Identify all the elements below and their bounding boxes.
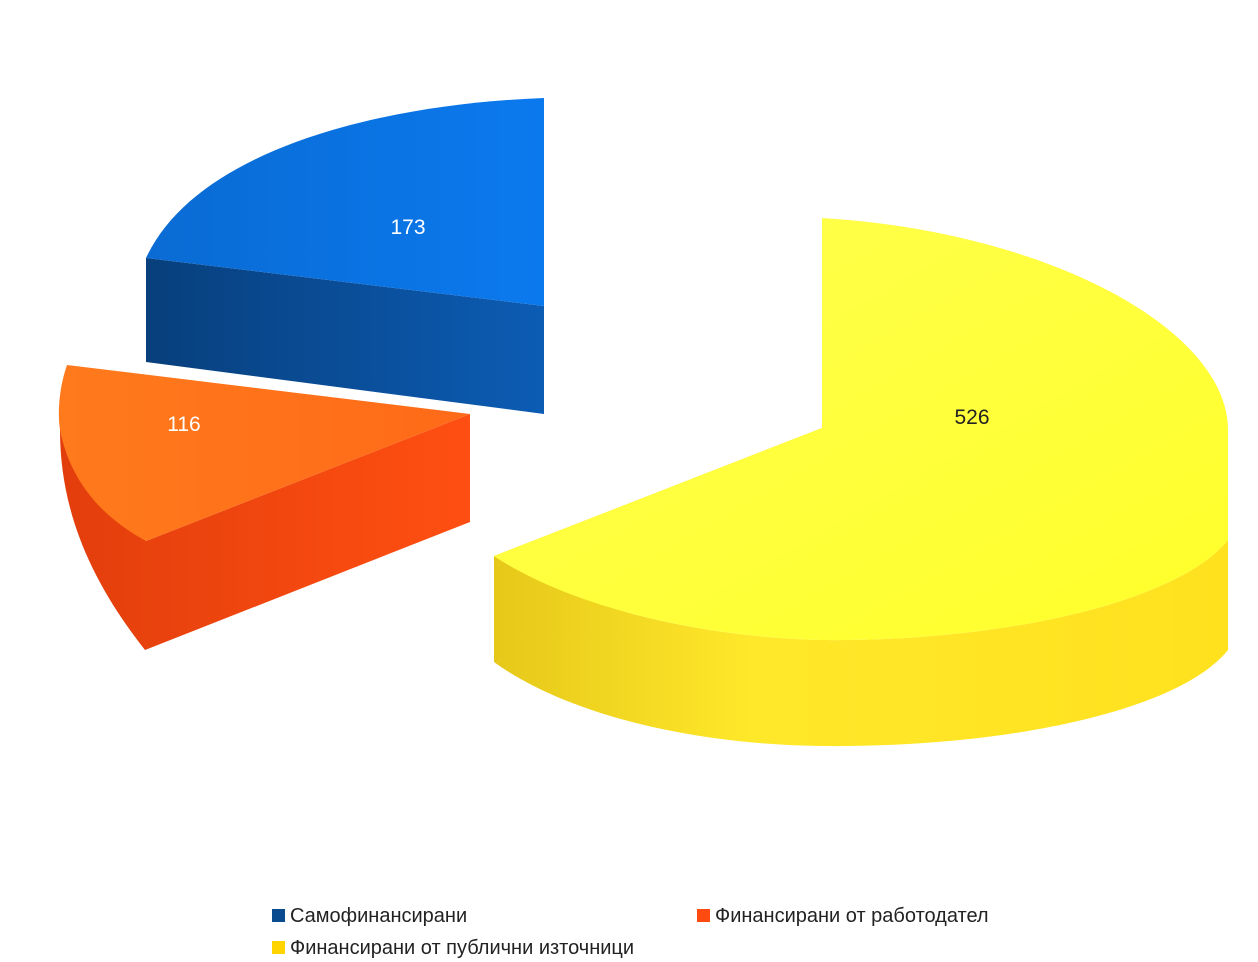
legend: Самофинансирани Финансирани от работодат… bbox=[272, 905, 989, 959]
pie-slice-employer-financed bbox=[58, 365, 470, 650]
pie-slice-public-financed bbox=[494, 218, 1228, 747]
legend-item-public-financed: Финансирани от публични източници bbox=[272, 937, 634, 959]
pie-slice-self-financed-side bbox=[146, 258, 544, 414]
pie-slice-public-financed-side bbox=[494, 540, 1228, 747]
legend-item-self-financed: Самофинансирани bbox=[272, 905, 467, 927]
legend-swatch-self-financed bbox=[272, 909, 285, 922]
pie-slice-public-financed-top bbox=[494, 218, 1228, 641]
pie-slice-self-financed-top bbox=[146, 98, 544, 306]
legend-label-employer-financed: Финансирани от работодател bbox=[715, 905, 989, 927]
data-label-public-financed: 526 bbox=[954, 406, 989, 429]
data-label-employer-financed: 116 bbox=[167, 413, 200, 436]
data-label-self-financed: 173 bbox=[390, 216, 425, 239]
legend-item-employer-financed: Финансирани от работодател bbox=[697, 905, 989, 927]
legend-swatch-employer-financed bbox=[697, 909, 710, 922]
legend-label-self-financed: Самофинансирани bbox=[290, 905, 467, 927]
pie-slice-employer-financed-side bbox=[60, 414, 470, 650]
pie-slice-employer-financed-top bbox=[58, 365, 470, 541]
legend-swatch-public-financed bbox=[272, 941, 285, 954]
pie-slice-self-financed bbox=[146, 98, 544, 414]
legend-label-public-financed: Финансирани от публични източници bbox=[290, 937, 634, 959]
